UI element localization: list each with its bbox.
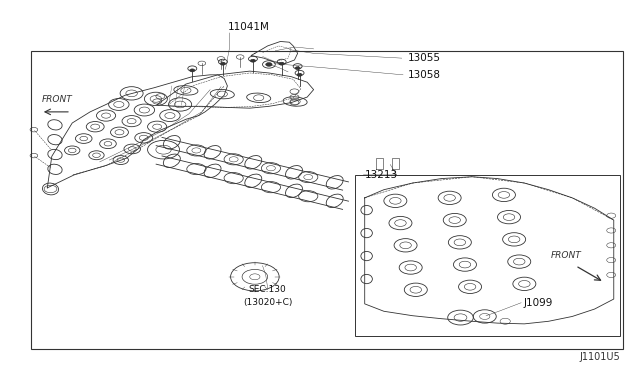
Circle shape	[295, 67, 300, 70]
Text: J1101U5: J1101U5	[579, 352, 620, 362]
Circle shape	[250, 59, 255, 62]
Text: 13055: 13055	[408, 53, 441, 63]
Circle shape	[220, 62, 225, 65]
Circle shape	[266, 62, 272, 66]
Text: (13020+C): (13020+C)	[243, 298, 292, 307]
Text: J1099: J1099	[523, 298, 552, 308]
Text: 11041M: 11041M	[227, 22, 269, 32]
Circle shape	[279, 62, 284, 65]
Text: 13058: 13058	[408, 70, 441, 80]
Text: 13213: 13213	[365, 170, 398, 180]
Bar	[31, 51, 623, 349]
Circle shape	[189, 69, 195, 72]
Text: FRONT: FRONT	[551, 251, 582, 260]
Text: SEC.130: SEC.130	[249, 285, 287, 294]
Circle shape	[297, 73, 302, 76]
Bar	[355, 175, 620, 336]
Text: FRONT: FRONT	[42, 96, 73, 105]
